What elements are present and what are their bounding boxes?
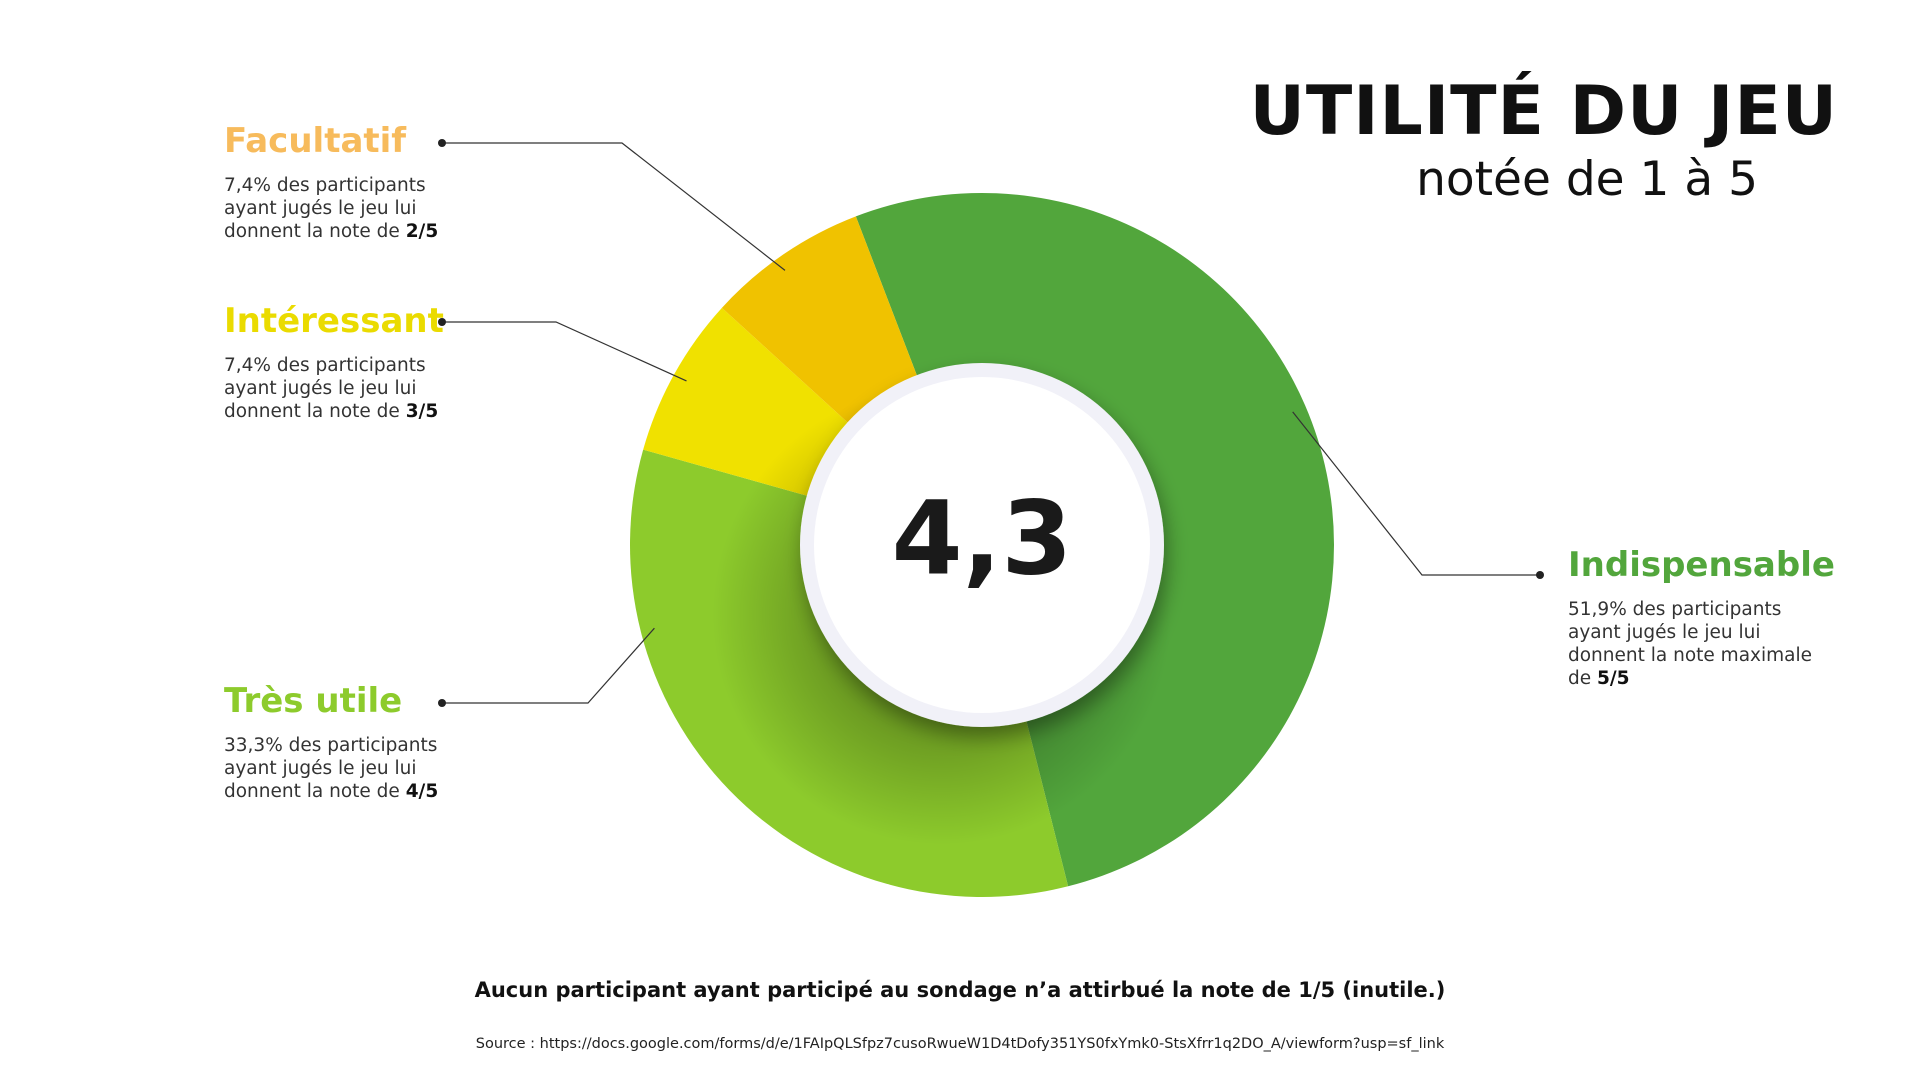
label-interessant: Intéressant 7,4% des participants ayant … [224,304,454,423]
footnote: Aucun participant ayant participé au son… [474,978,1446,1002]
label-description: 7,4% des participants ayant jugés le jeu… [224,175,439,242]
leader-dot [1536,571,1544,579]
label-name: Indispensable [1568,545,1835,585]
leader-dot [438,318,446,326]
source-link[interactable]: Source : https://docs.google.com/forms/d… [475,1036,1445,1052]
leader-line [442,321,687,382]
chart-subtitle: notée de 1 à 5 [1416,152,1758,207]
chart-title-block: UTILITÉ DU JEU notée de 1 à 5 [1249,72,1838,207]
leader-line [442,142,786,271]
label-name: Très utile [224,681,403,721]
leader-dot [438,139,446,147]
label-name: Intéressant [224,301,444,341]
label-description: 7,4% des participants ayant jugés le jeu… [224,355,439,422]
chart-title: UTILITÉ DU JEU [1249,72,1838,151]
leader-dot [438,699,446,707]
label-facultatif: Facultatif 7,4% des participants ayant j… [224,124,474,243]
label-indispensable: Indispensable 51,9% des participants aya… [1568,545,1835,690]
leader-line [442,627,655,704]
center-value: 4,3 [892,480,1073,599]
leader-line [1292,411,1540,576]
donut-center [814,377,1150,713]
label-description: 33,3% des participants ayant jugés le je… [224,735,439,802]
label-tres-utile: Très utile 33,3% des participants ayant … [224,684,454,803]
label-description: 51,9% des participants ayant jugés le je… [1568,599,1812,689]
leader-lines [438,139,1544,707]
label-name: Facultatif [224,121,407,161]
